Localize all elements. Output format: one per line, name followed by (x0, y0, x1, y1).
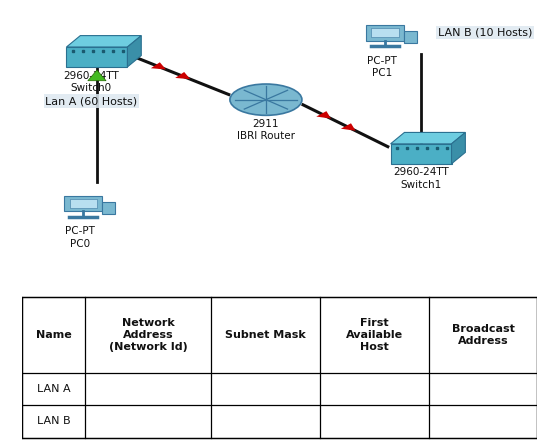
Text: 2911
IBRI Router: 2911 IBRI Router (237, 119, 295, 142)
Text: PC-PT
PC1: PC-PT PC1 (367, 56, 397, 78)
Text: Lan A (60 Hosts): Lan A (60 Hosts) (45, 96, 137, 106)
Polygon shape (66, 47, 127, 67)
FancyBboxPatch shape (22, 297, 537, 437)
Text: 2960-24TT
Switch0: 2960-24TT Switch0 (64, 71, 119, 93)
Polygon shape (371, 28, 398, 37)
Polygon shape (151, 62, 166, 69)
Polygon shape (404, 31, 417, 43)
Polygon shape (175, 72, 190, 79)
Polygon shape (70, 199, 96, 208)
Polygon shape (391, 133, 465, 144)
Text: Network
Address
(Network Id): Network Address (Network Id) (109, 318, 187, 352)
Polygon shape (64, 196, 102, 211)
Polygon shape (88, 70, 106, 81)
Text: 2960-24TT
Switch1: 2960-24TT Switch1 (393, 167, 449, 190)
Text: Broadcast
Address: Broadcast Address (452, 324, 515, 346)
Text: First
Available
Host: First Available Host (346, 318, 403, 352)
Text: Subnet Mask: Subnet Mask (225, 330, 306, 340)
Polygon shape (102, 202, 115, 214)
Polygon shape (341, 123, 356, 131)
Text: LAN A: LAN A (37, 384, 70, 394)
Text: PC-PT
PC0: PC-PT PC0 (65, 227, 95, 249)
Ellipse shape (230, 84, 302, 115)
Polygon shape (316, 111, 331, 119)
Polygon shape (366, 25, 404, 40)
Text: LAN B (10 Hosts): LAN B (10 Hosts) (438, 28, 532, 38)
Polygon shape (66, 36, 141, 47)
Polygon shape (391, 144, 452, 164)
Text: Name: Name (36, 330, 71, 340)
Polygon shape (127, 36, 141, 67)
Polygon shape (452, 133, 465, 164)
Text: LAN B: LAN B (37, 417, 70, 426)
